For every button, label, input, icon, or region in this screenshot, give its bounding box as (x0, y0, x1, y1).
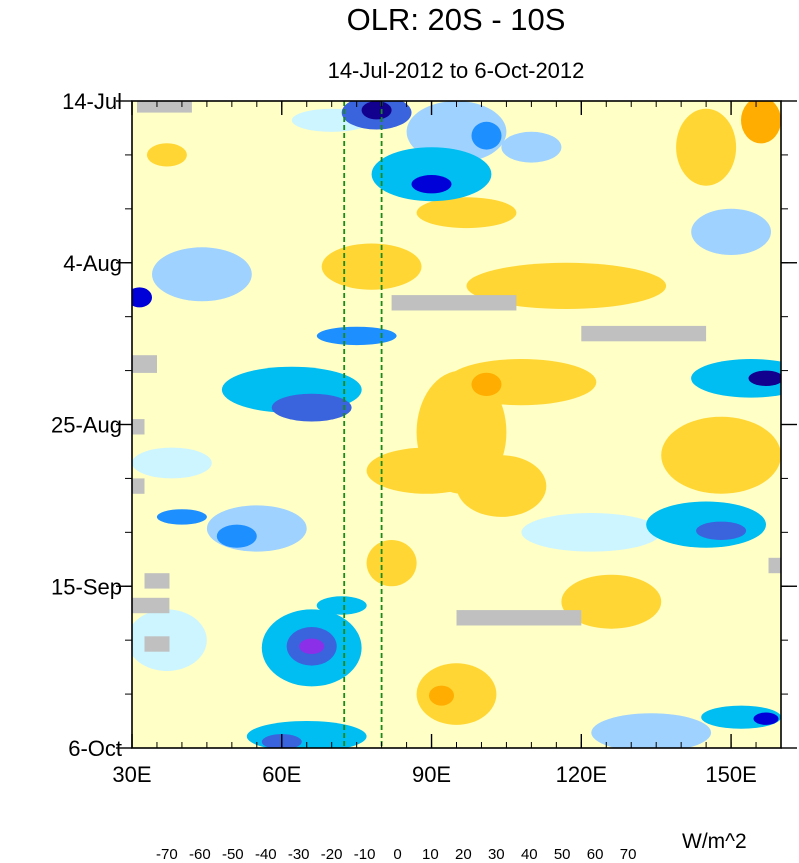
colorbar-tick-label: -10 (354, 846, 376, 863)
colorbar-tick-label: 60 (587, 846, 604, 863)
anomaly-blob (471, 121, 502, 150)
anomaly-blob (416, 370, 507, 494)
x-tick-label: 120E (556, 762, 607, 787)
y-tick-label: 15-Sep (51, 574, 122, 599)
anomaly-blob (521, 513, 662, 552)
colorbar: -70 -60 -50 -40 -30 -20 -10 0 10 20 30 40 50 60 70 (156, 846, 636, 863)
missing-data-patch (768, 557, 781, 574)
anomaly-blob (411, 175, 452, 194)
missing-data-patch (132, 355, 157, 373)
colorbar-tick-label: -20 (321, 846, 343, 863)
colorbar-tick-label: 70 (620, 846, 637, 863)
colorbar-tick-label: 50 (554, 846, 571, 863)
anomaly-blob (501, 131, 562, 163)
missing-data-patch (581, 325, 707, 342)
anomaly-blob (661, 416, 781, 494)
anomaly-blob (271, 393, 352, 422)
anomaly-blob (152, 247, 252, 302)
anomaly-blob (316, 326, 397, 346)
colorbar-tick-label: -40 (255, 846, 277, 863)
colorbar-tick-label: -30 (288, 846, 310, 863)
anomaly-blob (748, 370, 781, 386)
anomaly-blob (753, 712, 779, 725)
anomaly-blob (416, 663, 497, 725)
colorbar-tick-label: 40 (521, 846, 538, 863)
y-tick-label: 6-Oct (68, 736, 122, 761)
anomaly-field (132, 101, 781, 748)
anomaly-blob (561, 574, 662, 629)
missing-data-patch (144, 636, 170, 652)
reference-lines (343, 101, 383, 748)
x-tick-label: 60E (262, 762, 301, 787)
anomaly-blob (361, 101, 392, 120)
anomaly-blob (146, 143, 187, 167)
missing-data-patch (132, 419, 145, 435)
y-tick-label: 25-Aug (51, 413, 122, 438)
anomaly-blob (741, 101, 781, 144)
colorbar-units: W/m^2 (682, 830, 747, 853)
chart-title: OLR: 20S - 10S (347, 2, 566, 37)
colorbar-tick-label: 0 (393, 846, 401, 863)
colorbar-tick-label: 20 (455, 846, 472, 863)
colorbar-tick-label: -70 (156, 846, 178, 863)
anomaly-blob (591, 713, 712, 748)
anomaly-blob (132, 447, 212, 479)
missing-data-patch (144, 573, 170, 589)
anomaly-blob (321, 243, 422, 290)
anomaly-blob (371, 147, 492, 202)
anomaly-blob (156, 509, 207, 525)
colorbar-tick-label: 30 (488, 846, 505, 863)
missing-data-patch (456, 610, 582, 626)
missing-data-patch (132, 478, 145, 494)
chart-subtitle: 14-Jul-2012 to 6-Oct-2012 (328, 58, 585, 83)
missing-data-patch (137, 101, 192, 113)
y-tick-label: 4-Aug (63, 251, 122, 276)
y-tick-label: 14-Jul (62, 89, 122, 114)
anomaly-blob (429, 685, 454, 706)
anomaly-blob (316, 596, 367, 615)
anomaly-blob (216, 524, 257, 548)
missing-data-patches (132, 101, 781, 652)
x-tick-label: 150E (705, 762, 756, 787)
missing-data-patch (391, 295, 517, 311)
axes: 30E 60E 90E 120E 150E 14-Jul 4-Aug 25-Aug 15-Sep… (51, 89, 797, 787)
x-tick-label: 30E (112, 762, 151, 787)
colorbar-tick-label: -50 (222, 846, 244, 863)
colorbar-tick-label: 10 (422, 846, 439, 863)
anomaly-blob (132, 287, 152, 308)
anomaly-blob (691, 208, 771, 255)
anomaly-blob (416, 197, 517, 229)
anomaly-blob (696, 521, 747, 540)
anomaly-blob (676, 108, 737, 186)
anomaly-blob (691, 359, 781, 398)
x-tick-label: 90E (412, 762, 451, 787)
colorbar-tick-label: -60 (189, 846, 211, 863)
missing-data-patch (132, 597, 170, 614)
anomaly-blob (299, 638, 325, 654)
anomaly-blob (471, 372, 502, 396)
anomaly-blob (366, 540, 417, 587)
